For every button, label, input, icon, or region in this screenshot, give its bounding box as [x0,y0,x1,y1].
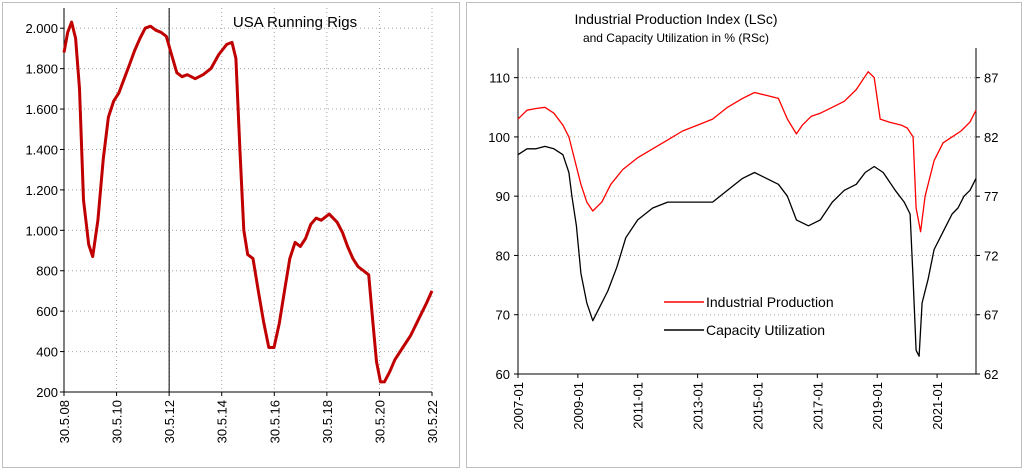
rigs-chart-title: USA Running Rigs [233,14,357,31]
ind-x-tick-label-6: 2019-01 [870,382,885,430]
rigs-y-tick-label-5: 1.200 [25,183,58,198]
industrial-series-group [517,71,977,357]
rigs-x-tick-label-4: 30.5.16 [267,400,282,443]
ind-left-tick-label-0: 60 [496,367,510,382]
rigs-y-tick-label-1: 400 [36,345,58,360]
ind-right-tick-label-5: 87 [984,71,998,86]
ind-x-tick-label-2: 2011-01 [631,382,646,429]
ind-left-tick-label-3: 90 [496,189,510,204]
ind-x-tick-label-7: 2021-01 [930,382,945,430]
rigs-y-tick-label-9: 2.000 [25,21,58,36]
rigs-series-group [62,20,434,384]
rigs-y-tick-label-0: 200 [36,385,58,400]
rigs-y-tick-label-7: 1.600 [25,102,58,117]
ind-right-tick-label-1: 67 [984,308,998,323]
ind-x-tick-label-4: 2015-01 [750,382,765,430]
industrial-chart-border [466,2,1022,468]
rigs-x-tick-label-2: 30.5.12 [162,400,177,443]
rigs-y-tick-label-2: 600 [36,304,58,319]
legend-label-industrial-production: Industrial Production [706,294,834,310]
rigs-y-tick-label-3: 800 [36,264,58,279]
industrial-chart-subtitle: and Capacity Utilization in % (RSc) [583,31,769,45]
ind-right-tick-label-2: 72 [984,248,998,263]
rigs-chart-border [2,2,460,468]
ind-series-line-0 [517,71,977,233]
ind-x-tick-label-1: 2009-01 [571,382,586,430]
rigs-x-tick-label-0: 30.5.08 [57,400,72,443]
rigs-gridlines [63,8,433,393]
rigs-x-tick-label-1: 30.5.10 [110,400,125,443]
ind-left-tick-label-1: 70 [496,308,510,323]
ind-right-tick-label-3: 77 [984,189,998,204]
ind-series-line-1 [517,145,977,357]
ind-left-tick-label-5: 110 [489,71,510,86]
industrial-chart: Industrial Production Index (LSc) and Ca… [488,11,998,430]
industrial-chart-title: Industrial Production Index (LSc) [574,11,777,27]
industrial-chart-panel: Industrial Production Index (LSc) and Ca… [466,0,1024,470]
ind-left-tick-label-4: 100 [488,130,510,145]
rigs-x-tick-label-6: 30.5.20 [372,400,387,443]
legend-label-capacity-utilization: Capacity Utilization [706,322,825,338]
rigs-x-tick-label-5: 30.5.18 [320,400,335,443]
ind-x-tick-label-0: 2007-01 [511,382,526,430]
industrial-axes: 60 70 80 90 100 110 62 67 72 77 82 87 2007-01 2009-01… [488,48,998,430]
rigs-series-line [62,20,434,384]
ind-right-tick-label-4: 82 [984,130,998,145]
rigs-y-tick-label-6: 1.400 [25,142,58,157]
rigs-y-tick-label-8: 1.800 [25,62,58,77]
rigs-chart: USA Running Rigs 200 400 600 800 1.000 1.200 1… [25,8,440,443]
rigs-x-tick-label-3: 30.5.14 [215,400,230,443]
rigs-x-tick-label-7: 30.5.22 [425,400,440,443]
ind-left-tick-label-2: 80 [496,248,510,263]
industrial-legend: Industrial Production Capacity Utilizati… [664,294,834,338]
rigs-y-tick-label-4: 1.000 [25,223,58,238]
rigs-chart-panel: USA Running Rigs 200 400 600 800 1.000 1.200 1… [0,0,462,470]
ind-right-tick-label-0: 62 [984,367,998,382]
ind-x-tick-label-5: 2017-01 [810,382,825,430]
rigs-axes: 200 400 600 800 1.000 1.200 1.400 1.600 1.800 2.0… [25,8,440,443]
ind-x-tick-label-3: 2013-01 [691,382,706,430]
